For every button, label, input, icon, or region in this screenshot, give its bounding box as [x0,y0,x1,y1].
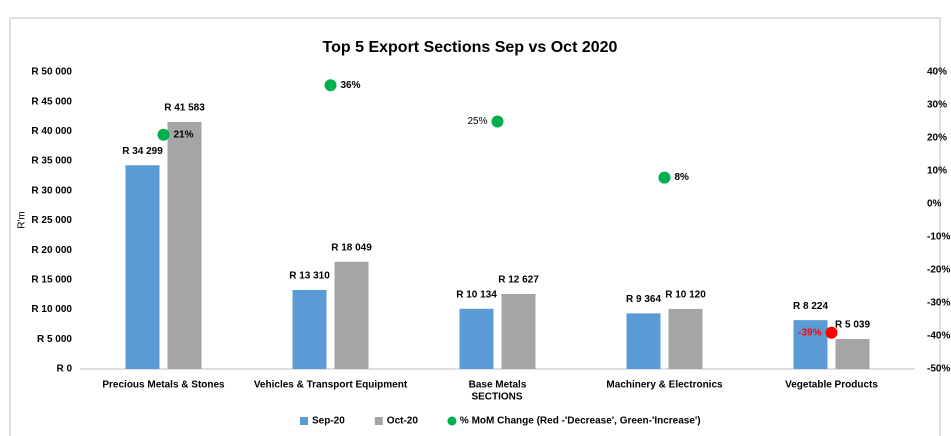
legend-marker [374,417,383,425]
y2-tick-label: -10% [927,232,950,243]
data-label: R 12 627 [498,275,539,286]
dot [658,171,671,184]
bar [668,308,703,369]
dot [491,115,504,128]
data-label: R 8 224 [793,301,828,312]
y-tick-label: R 50 000 [31,67,72,78]
data-label: -39% [798,327,821,338]
y2-tick-label: -50% [927,364,950,375]
y2-tick-label: 40% [927,67,947,78]
legend-label: % MoM Change (Red -'Decrease', Green-'In… [460,416,701,427]
data-label: 36% [341,80,361,91]
chart-title: Top 5 Export Sections Sep vs Oct 2020 [323,39,618,56]
data-label: R 9 364 [626,294,661,305]
data-label: 8% [675,172,690,183]
x-tick-label: Precious Metals & Stones [102,380,225,391]
y-tick-label: R 5 000 [37,334,72,345]
data-label: R 13 310 [289,271,330,282]
y-tick-label: R 35 000 [31,156,72,167]
y2-tick-label: 0% [927,199,942,210]
data-label: R 10 134 [456,289,497,300]
y2-tick-label: -30% [927,298,950,309]
y-tick-label: R 10 000 [31,304,72,315]
bar [125,165,160,369]
data-label: R 5 039 [835,320,870,331]
legend-label: Oct-20 [387,416,419,427]
bar [835,339,870,369]
data-label: R 18 049 [331,242,372,253]
y-tick-label: R 30 000 [31,185,72,196]
data-label: R 41 583 [164,103,205,114]
x-tick-label: Vehicles & Transport Equipment [254,380,408,391]
legend-marker [300,417,308,425]
y2-tick-label: -40% [927,331,950,342]
data-label: 25% [467,116,487,127]
bar [793,320,828,369]
bar [626,313,661,369]
bar [334,261,369,369]
y2-tick-label: -20% [927,265,950,276]
dot [157,128,170,141]
bar [167,121,202,369]
y2-tick-label: 20% [927,133,947,144]
y-tick-label: R 25 000 [31,215,72,226]
bar [459,308,494,369]
x-axis-label: SECTIONS [471,392,522,403]
dot [324,79,337,92]
y-tick-label: R 15 000 [31,275,72,286]
y2-tick-label: 30% [927,100,947,111]
legend-marker [447,416,457,426]
y-tick-label: R 40 000 [31,126,72,137]
y-tick-label: R 0 [56,364,72,375]
data-label: R 34 299 [122,146,163,157]
data-label: 21% [174,129,194,140]
data-label: R 10 120 [665,290,706,301]
y2-tick-label: 10% [927,166,947,177]
legend-label: Sep-20 [312,416,345,427]
x-tick-label: Machinery & Electronics [606,380,723,391]
y-tick-label: R 20 000 [31,245,72,256]
y-axis-label: R'm [17,211,28,228]
bar [501,293,536,369]
x-tick-label: Base Metals [469,380,527,391]
bar [292,289,327,369]
x-tick-label: Vegetable Products [785,380,878,391]
y-tick-label: R 45 000 [31,96,72,107]
dot [825,326,838,339]
